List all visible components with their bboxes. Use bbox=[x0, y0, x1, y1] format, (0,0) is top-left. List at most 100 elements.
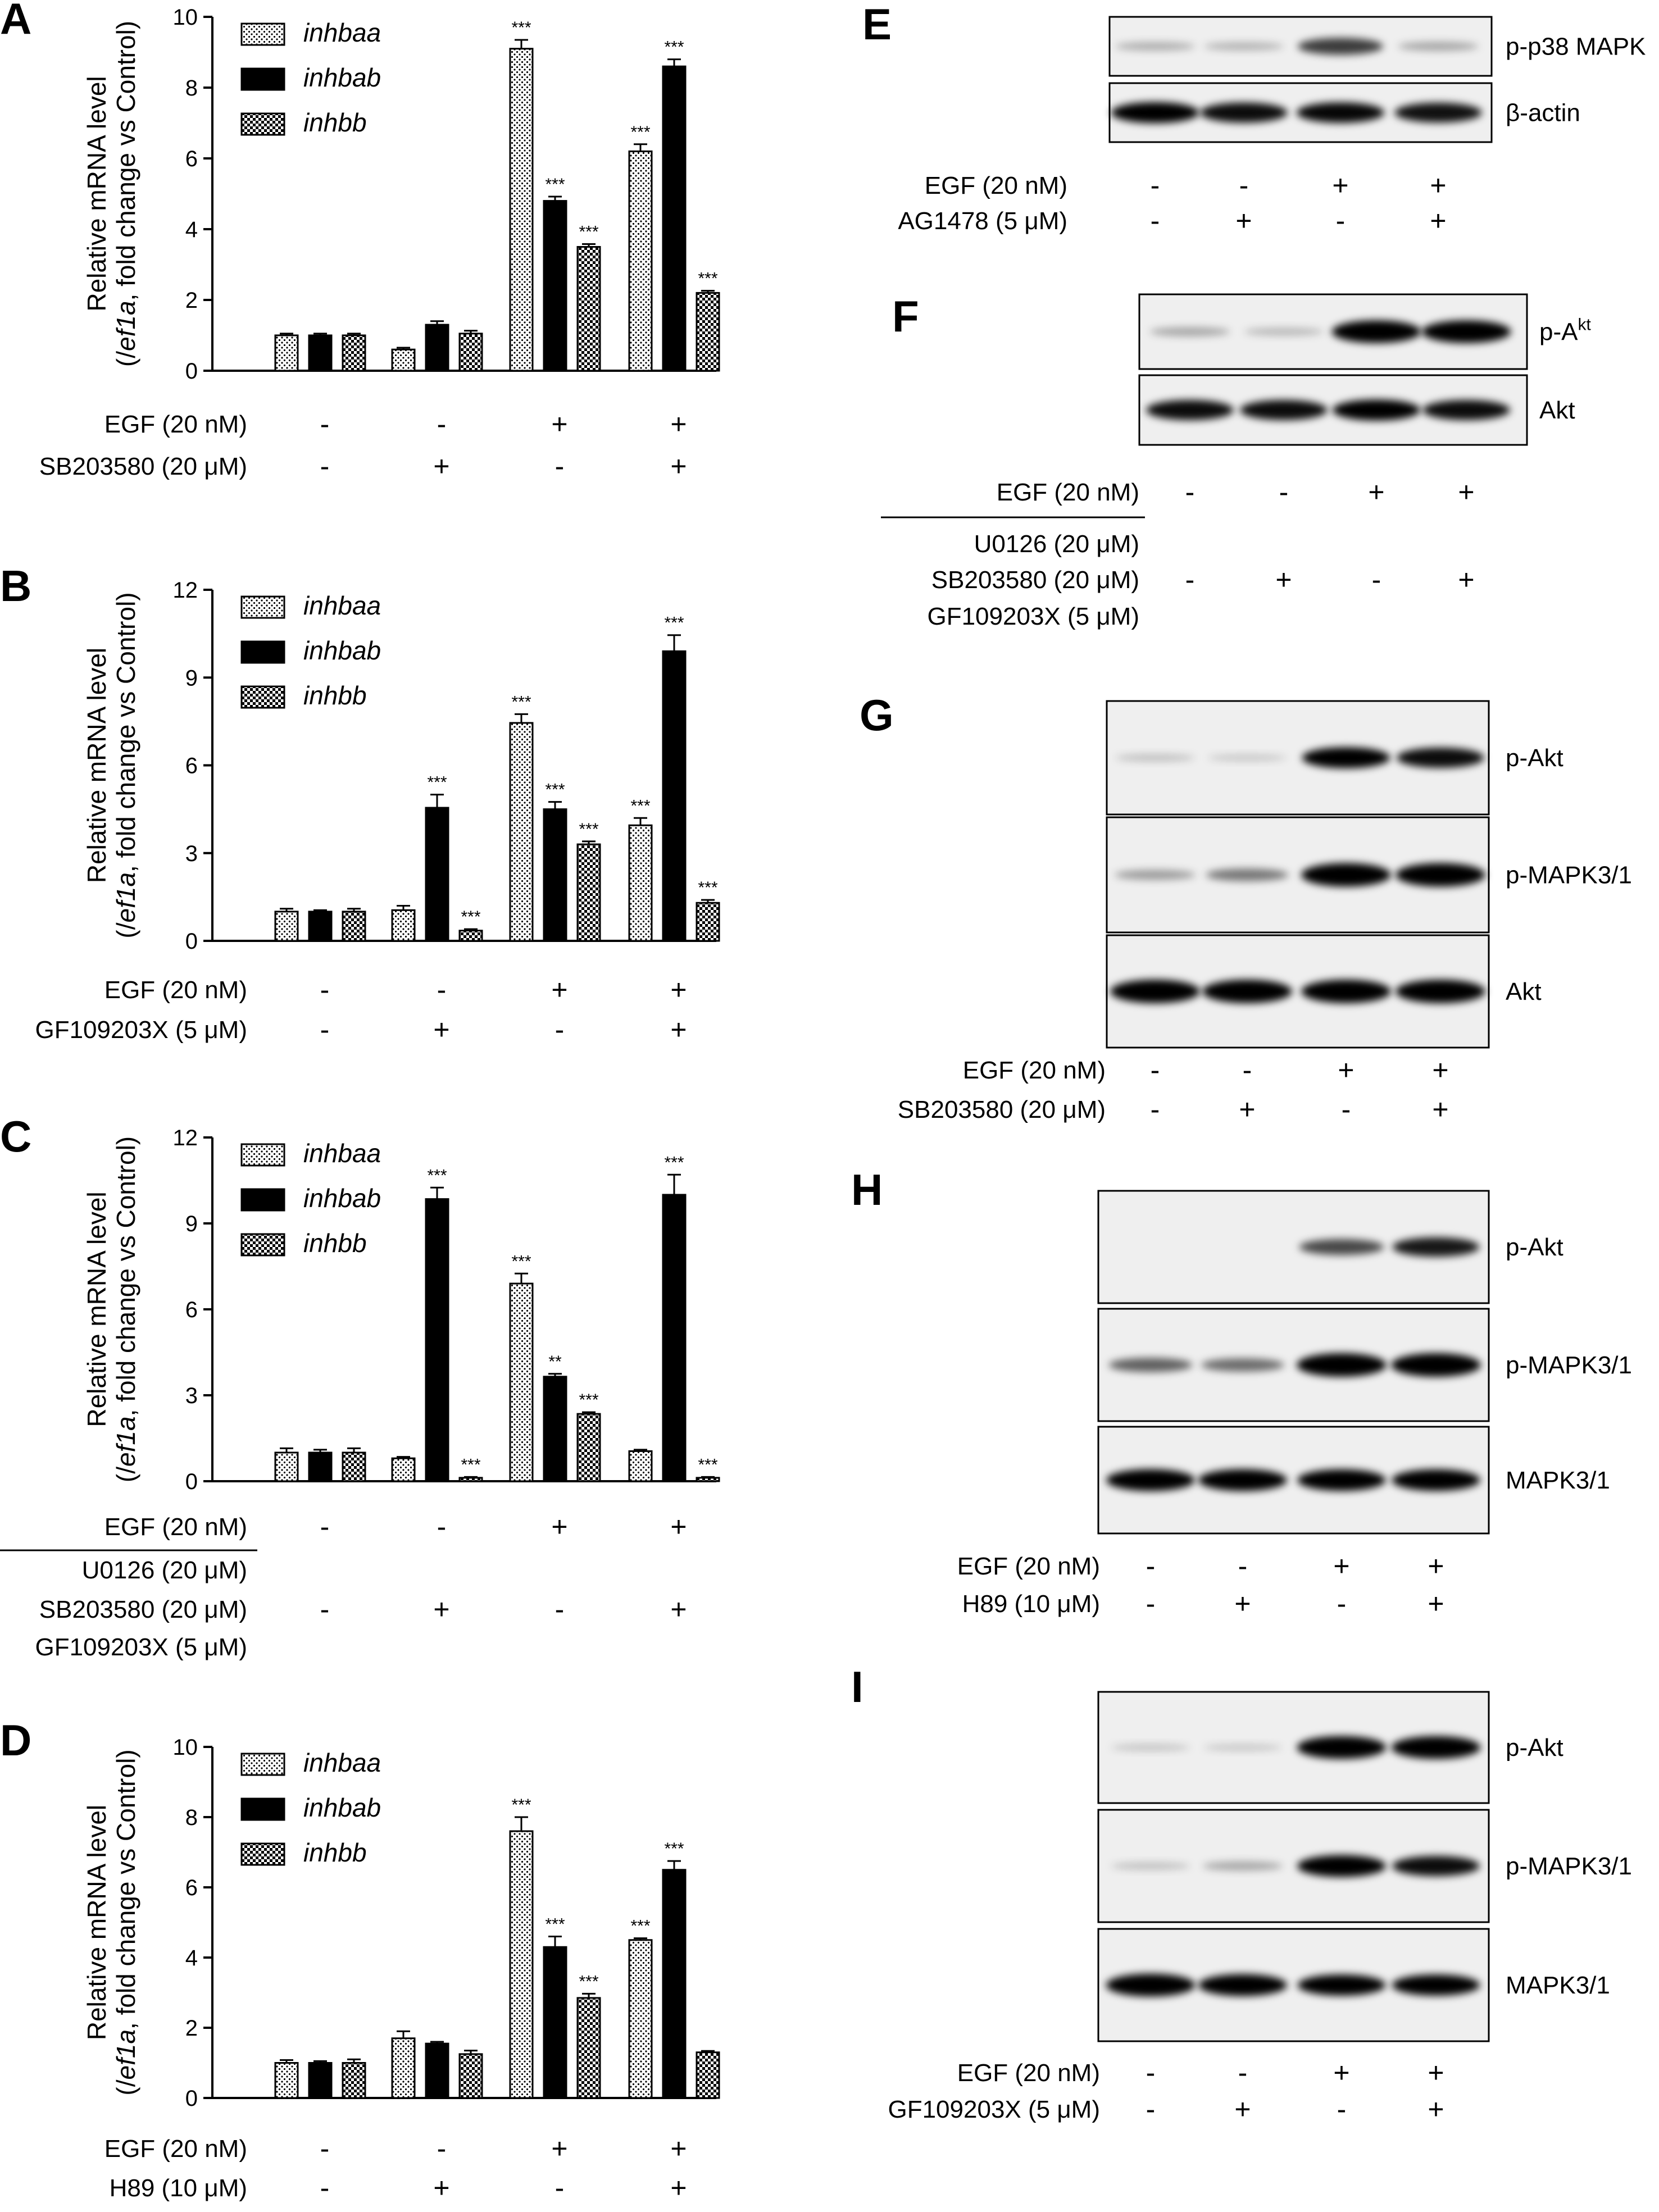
treatment-sign: + bbox=[433, 1594, 449, 1625]
treatment-sign: - bbox=[1243, 1054, 1252, 1086]
treatment-sign: - bbox=[1342, 1094, 1351, 1125]
treatment-sign: - bbox=[1239, 170, 1249, 201]
treatment-label: H89 (10 μM) bbox=[110, 2174, 247, 2202]
panel-letter: H bbox=[851, 1165, 883, 1214]
bar-inhbaa-2 bbox=[391, 2037, 416, 2099]
y-tick-label: 0 bbox=[185, 2086, 198, 2111]
blot-band bbox=[1202, 1861, 1283, 1871]
treatment-sign: - bbox=[1337, 2093, 1347, 2125]
blot-strip-1: p-Akt bbox=[1138, 293, 1591, 370]
bar-inhbb-4 bbox=[696, 292, 720, 372]
legend-swatch-inhbab bbox=[240, 1797, 285, 1821]
blot-strip-1: p-Akt bbox=[1097, 1691, 1563, 1804]
blot-strip-1: p-Akt bbox=[1097, 1190, 1563, 1304]
significance-marker: *** bbox=[630, 123, 650, 142]
bar-inhbb-4 bbox=[696, 2051, 720, 2099]
y-tick-label: 6 bbox=[185, 147, 198, 171]
bar-inhbb-1 bbox=[342, 334, 366, 372]
treatment-label: U0126 (20 μM) bbox=[974, 530, 1139, 558]
bar-inhbaa-2 bbox=[391, 348, 416, 372]
panel-letter: E bbox=[862, 0, 892, 49]
chart-panel-b: B Relative mRNA level(/ef1a, fold change … bbox=[0, 561, 720, 1045]
bar-inhbb-4 bbox=[696, 1477, 720, 1482]
treatment-sign: + bbox=[1332, 170, 1348, 201]
treatment-sign: + bbox=[1428, 1588, 1444, 1619]
significance-marker: *** bbox=[511, 1252, 531, 1271]
legend-label-inhbaa: inhbaa bbox=[303, 1748, 381, 1777]
treatment-sign: - bbox=[1151, 170, 1160, 201]
treatment-sign: - bbox=[1146, 2093, 1156, 2125]
significance-marker: *** bbox=[545, 175, 565, 194]
bar-inhbb-1 bbox=[342, 2062, 366, 2099]
blot-band bbox=[1298, 38, 1383, 55]
treatment-label: GF109203X (5 μM) bbox=[35, 1633, 247, 1661]
treatment-sign: + bbox=[670, 974, 687, 1005]
bar-inhbaa-3 bbox=[509, 722, 534, 942]
treatment-sign: + bbox=[1275, 564, 1292, 595]
y-tick-label: 0 bbox=[185, 929, 198, 954]
significance-marker: *** bbox=[630, 1917, 650, 1936]
significance-marker: *** bbox=[664, 38, 684, 57]
y-tick-label: 3 bbox=[185, 1383, 198, 1408]
blot-panel-g: Gp-Akt p-MAPK3/1 Akt EGF (20 nM) - - + + SB20358… bbox=[860, 690, 1632, 1125]
treatment-sign: + bbox=[670, 2172, 687, 2204]
treatment-sign: + bbox=[1234, 2093, 1251, 2125]
treatment-sign: + bbox=[1432, 1094, 1448, 1125]
panel-letter: C bbox=[0, 1112, 31, 1161]
legend-label-inhbaa: inhbaa bbox=[303, 18, 381, 47]
blot-protein-label: p-MAPK3/1 bbox=[1506, 1853, 1632, 1880]
treatment-label: GF109203X (5 μM) bbox=[888, 2096, 1100, 2123]
bar-inhbb-3 bbox=[576, 1997, 601, 2099]
blot-band bbox=[1296, 102, 1385, 123]
bar-inhbab-4 bbox=[662, 1194, 687, 1482]
treatment-sign: - bbox=[437, 974, 447, 1005]
blot-band bbox=[1240, 400, 1328, 420]
blot-band bbox=[1108, 1358, 1193, 1372]
treatment-sign: + bbox=[433, 1014, 449, 1045]
treatment-sign: + bbox=[1234, 1588, 1251, 1619]
significance-marker: *** bbox=[511, 19, 531, 37]
blot-band bbox=[1146, 400, 1234, 420]
bar-inhbab-4 bbox=[662, 1869, 687, 2099]
treatment-sign: + bbox=[1333, 1550, 1349, 1582]
significance-marker: *** bbox=[511, 693, 531, 711]
blot-band bbox=[1111, 1744, 1190, 1751]
legend-swatch-inhbb bbox=[240, 1233, 285, 1257]
significance-marker: *** bbox=[698, 270, 717, 288]
significance-marker: *** bbox=[630, 796, 650, 815]
treatment-label: SB203580 (20 μM) bbox=[39, 1596, 247, 1623]
treatment-label: GF109203X (5 μM) bbox=[35, 1016, 247, 1044]
treatment-label: GF109203X (5 μM) bbox=[927, 603, 1139, 630]
treatment-sign: + bbox=[551, 2133, 567, 2164]
bar-inhbaa-2 bbox=[391, 1457, 416, 1482]
y-tick-label: 0 bbox=[185, 359, 198, 384]
treatment-sign: + bbox=[1428, 2057, 1444, 2088]
blot-strip-2: p-MAPK3/1 bbox=[1097, 1809, 1632, 1923]
blot-band bbox=[1115, 870, 1196, 880]
blot-protein-label: p-MAPK3/1 bbox=[1506, 862, 1632, 889]
blot-band bbox=[1203, 1744, 1283, 1751]
bar-inhbb-1 bbox=[342, 911, 366, 942]
treatment-sign: + bbox=[670, 408, 687, 440]
y-tick-label: 9 bbox=[185, 1212, 198, 1236]
blot-band bbox=[1111, 1862, 1190, 1870]
bar-inhbaa-4 bbox=[628, 824, 653, 942]
treatment-sign: - bbox=[1337, 1588, 1347, 1619]
y-tick-label: 2 bbox=[185, 2016, 198, 2041]
treatment-sign: + bbox=[1428, 1550, 1444, 1582]
y-tick-label: 9 bbox=[185, 666, 198, 690]
legend-swatch-inhbaa bbox=[240, 595, 285, 619]
y-tick-label: 4 bbox=[185, 1946, 198, 1970]
blot-band bbox=[1207, 754, 1287, 762]
treatment-sign: - bbox=[1151, 205, 1160, 236]
blot-band bbox=[1202, 980, 1292, 1003]
y-tick-label: 0 bbox=[185, 1469, 198, 1494]
blot-band bbox=[1391, 1353, 1481, 1377]
panel-letter: I bbox=[851, 1662, 863, 1712]
bar-inhbaa-4 bbox=[628, 150, 653, 372]
significance-marker: *** bbox=[698, 879, 717, 897]
blot-protein-label: p-Akt bbox=[1539, 316, 1591, 346]
treatment-sign: + bbox=[670, 1511, 687, 1542]
legend-label-inhbaa: inhbaa bbox=[303, 1139, 381, 1168]
